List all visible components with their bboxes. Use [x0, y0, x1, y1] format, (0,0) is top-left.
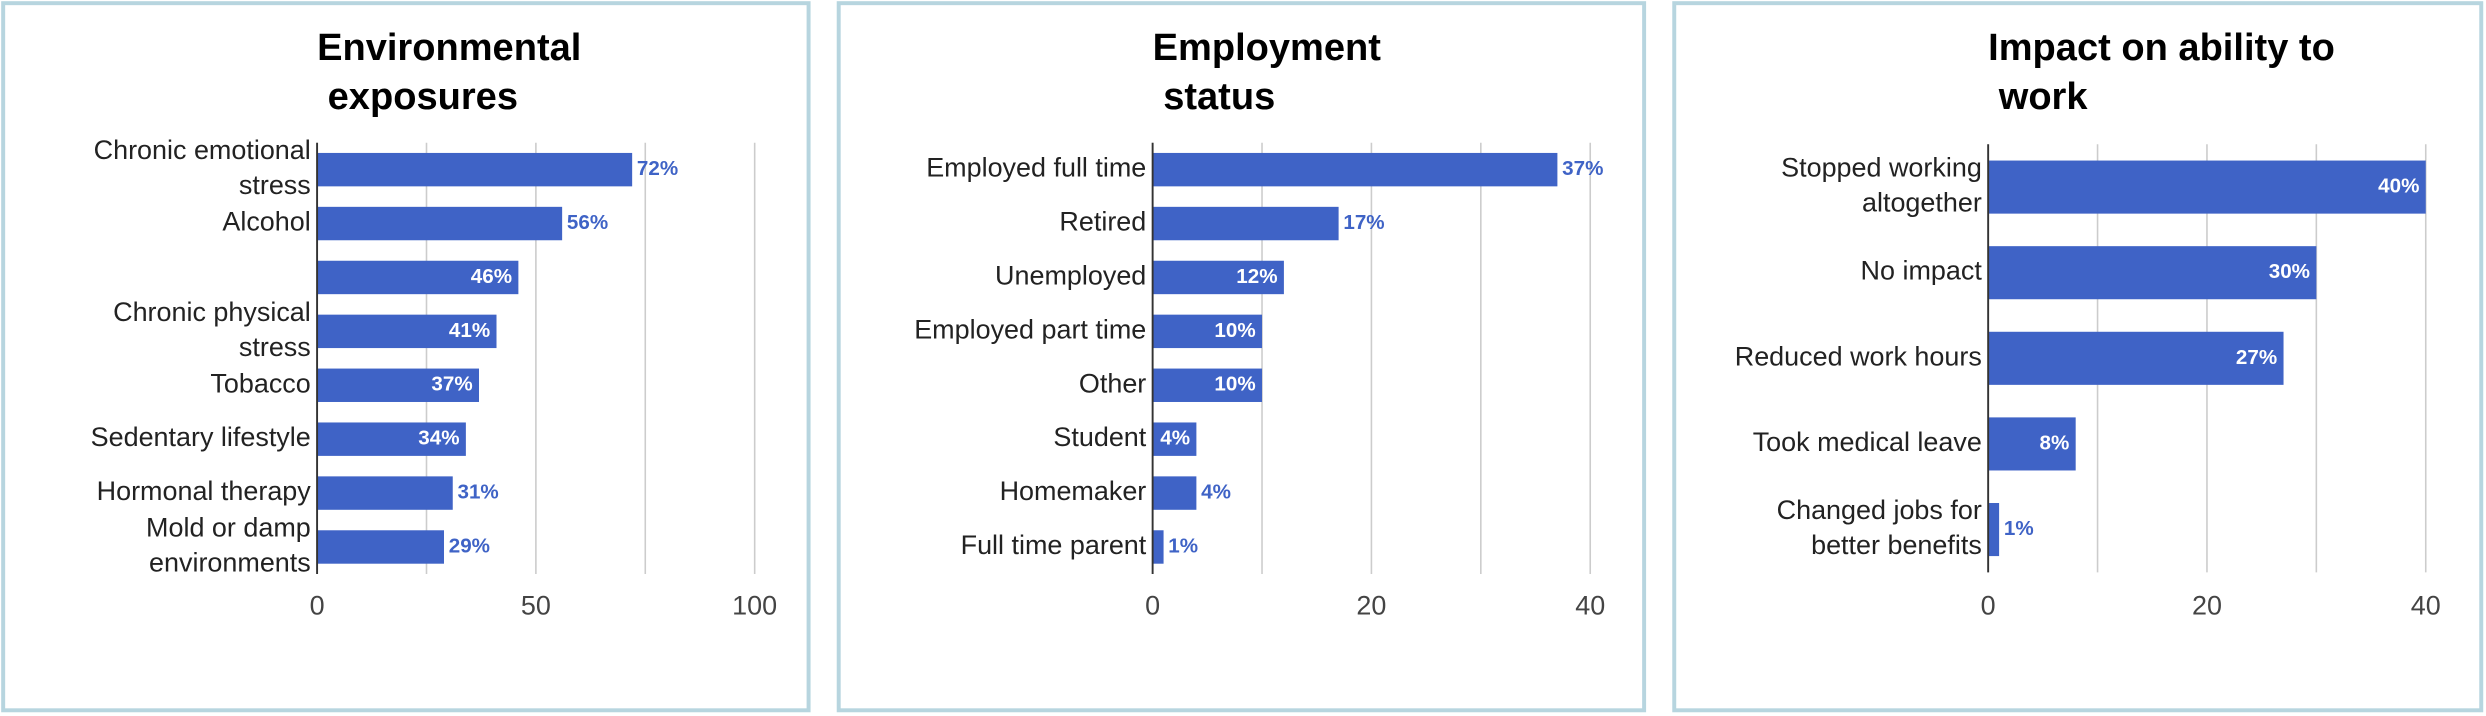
bar	[317, 368, 479, 402]
bar	[1152, 368, 1263, 402]
value-label: 30%	[2269, 260, 2310, 283]
x-tick-label: 100	[732, 590, 777, 620]
y-tick-label: Mold or damp environments	[142, 513, 311, 578]
bar	[1152, 260, 1284, 295]
y-tick-label: Chronic emotional stress	[94, 135, 311, 200]
value-label: 46%	[471, 265, 512, 288]
x-tick-label: 20	[2192, 590, 2222, 620]
value-label: 4%	[1201, 481, 1231, 504]
value-label: 1%	[1168, 534, 1198, 557]
value-label: 31%	[458, 481, 499, 504]
bar	[1152, 206, 1339, 241]
y-tick-label: Changed jobs for better benefits	[1777, 495, 1982, 560]
panel	[1, 1, 811, 713]
bar	[317, 422, 466, 456]
y-tick-label: Chronic physical stress	[113, 297, 311, 362]
value-label: 8%	[2040, 431, 2070, 454]
bar	[1988, 246, 2317, 300]
value-label: 12%	[1236, 265, 1277, 288]
bar	[1152, 422, 1197, 456]
x-tick-label: 20	[1356, 590, 1386, 620]
bar	[317, 314, 497, 349]
bar	[317, 476, 453, 510]
y-tick-label: Other	[1079, 368, 1146, 398]
chart-title: Environmental exposures	[317, 27, 581, 118]
bar	[1988, 160, 2426, 214]
bar	[1988, 417, 2076, 471]
value-label: 41%	[449, 319, 490, 342]
value-label: 40%	[2378, 175, 2419, 198]
y-tick-label: Unemployed	[995, 261, 1146, 291]
bar	[317, 260, 519, 295]
value-label: 4%	[1160, 427, 1190, 450]
value-label: 29%	[449, 534, 490, 557]
bar	[1152, 530, 1164, 564]
value-label: 1%	[2004, 517, 2034, 540]
y-tick-label: Took medical leave	[1753, 427, 1982, 457]
y-tick-label: Stopped working altogether	[1781, 153, 1982, 218]
y-tick-label: Hormonal therapy	[97, 476, 312, 506]
panel	[836, 1, 1647, 713]
bar	[317, 530, 444, 564]
x-tick-label: 50	[521, 590, 551, 620]
bar	[317, 152, 633, 187]
y-tick-label: Reduced work hours	[1735, 341, 1982, 371]
y-tick-label: Retired	[1059, 207, 1146, 237]
x-tick-label: 0	[1981, 590, 1996, 620]
value-label: 10%	[1214, 319, 1255, 342]
value-label: 56%	[567, 211, 608, 234]
x-tick-label: 0	[1145, 590, 1160, 620]
value-label: 34%	[418, 427, 459, 450]
chart-title: Employment status	[1153, 27, 1382, 118]
value-label: 10%	[1214, 373, 1255, 396]
x-tick-label: 40	[1575, 590, 1605, 620]
bar	[317, 206, 563, 241]
value-label: 37%	[431, 373, 472, 396]
bar	[1988, 503, 2000, 557]
value-label: 17%	[1343, 211, 1384, 234]
y-tick-label: Tobacco	[210, 368, 310, 398]
value-label: 72%	[637, 157, 678, 180]
y-tick-label: Employed part time	[914, 314, 1146, 344]
bar	[1152, 476, 1197, 510]
x-tick-label: 0	[310, 590, 325, 620]
y-tick-label: Alcohol	[222, 207, 310, 237]
bar	[1152, 152, 1558, 187]
value-label: 37%	[1562, 157, 1603, 180]
y-tick-label: No impact	[1861, 256, 1983, 286]
bar	[1988, 331, 2284, 385]
bar	[1152, 314, 1263, 349]
y-tick-label: Employed full time	[926, 153, 1146, 183]
y-tick-label: Full time parent	[961, 530, 1147, 560]
value-label: 27%	[2236, 346, 2277, 369]
y-tick-label: Homemaker	[1000, 476, 1147, 506]
x-tick-label: 40	[2411, 590, 2441, 620]
chart-title: Impact on ability to work	[1988, 27, 2335, 118]
y-tick-label: Sedentary lifestyle	[91, 422, 311, 452]
y-tick-label: Student	[1053, 422, 1146, 452]
